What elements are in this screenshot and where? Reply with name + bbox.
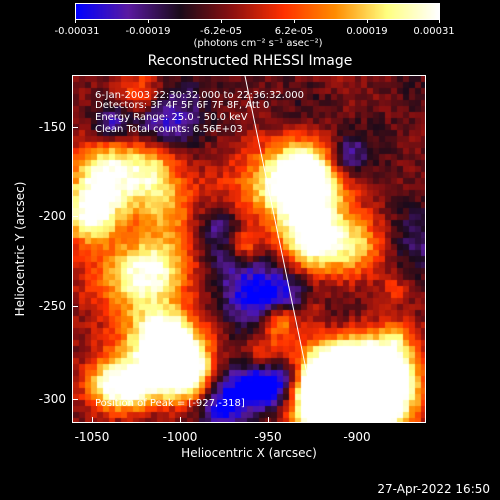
colorbar-tick xyxy=(294,19,295,23)
x-tick-mark xyxy=(92,417,93,423)
x-axis-label: Heliocentric X (arcsec) xyxy=(181,446,317,460)
x-tick-mark xyxy=(180,417,181,423)
x-tick-mark xyxy=(357,417,358,423)
y-tick-label: -150 xyxy=(38,120,66,134)
y-tick-label: -200 xyxy=(38,209,66,223)
colorbar-label: -0.00019 xyxy=(125,26,171,37)
y-axis-label: Heliocentric Y (arcsec) xyxy=(13,181,27,317)
y-tick-label: -250 xyxy=(38,299,66,313)
y-tick-mark xyxy=(72,399,78,400)
image-title: Reconstructed RHESSI Image xyxy=(147,53,353,69)
y-tick-mark xyxy=(72,216,78,217)
colorbar-label: 0.00031 xyxy=(413,26,455,37)
x-tick-label: -1050 xyxy=(74,430,110,444)
colorbar-label: 6.2e-05 xyxy=(274,26,314,37)
x-tick-label: -1000 xyxy=(162,430,198,444)
colorbar-label: -6.2e-05 xyxy=(200,26,242,37)
detectors-text: Detectors: 3F 4F 5F 6F 7F 8F, Att 0 xyxy=(95,100,270,111)
heatmap-image xyxy=(73,76,425,422)
image-plot xyxy=(72,75,426,423)
x-tick-label: -950 xyxy=(254,430,282,444)
y-tick-mark xyxy=(72,306,78,307)
timestamp-footer: 27-Apr-2022 16:50 xyxy=(377,482,490,496)
colorbar xyxy=(75,3,440,20)
colorbar-tick xyxy=(75,19,76,23)
x-tick-mark xyxy=(268,417,269,423)
colorbar-tick xyxy=(439,19,440,23)
colorbar-label: 0.00019 xyxy=(346,26,388,37)
y-tick-label: -300 xyxy=(38,392,66,406)
limb-line xyxy=(244,76,318,422)
colorbar-label: -0.00031 xyxy=(54,26,100,37)
time-range-text: 6-Jan-2003 22:30:32.000 to 22:36:32.000 xyxy=(95,90,304,101)
colorbar-tick xyxy=(148,19,149,23)
energy-range-text: Energy Range: 25.0 - 50.0 keV xyxy=(95,112,248,123)
y-tick-mark xyxy=(72,127,78,128)
colorbar-tick xyxy=(221,19,222,23)
colorbar-units: (photons cm⁻² s⁻¹ asec⁻²) xyxy=(193,38,323,49)
colorbar-tick xyxy=(367,19,368,23)
clean-counts-text: Clean Total counts: 6.56E+03 xyxy=(95,124,243,135)
x-tick-label: -900 xyxy=(343,430,371,444)
peak-position-text: Position of Peak = [-927,-318] xyxy=(95,398,245,409)
